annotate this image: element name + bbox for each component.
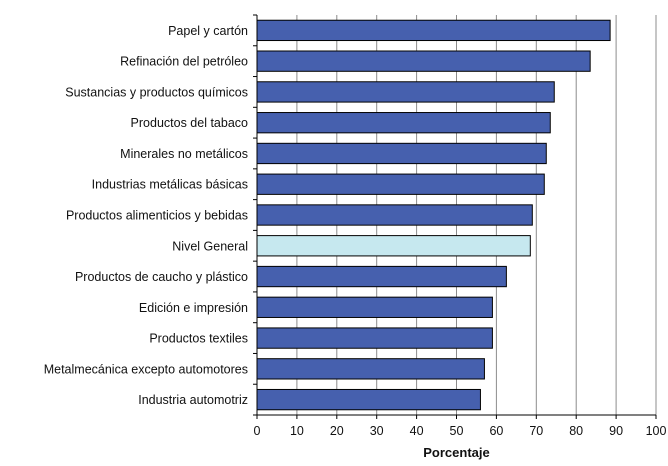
x-tick-label: 50: [450, 424, 464, 438]
x-tick-label: 30: [370, 424, 384, 438]
bar: [256, 173, 545, 195]
category-label: Productos alimenticios y bebidas: [66, 209, 248, 223]
x-tick-label: 0: [254, 424, 261, 438]
category-label: Metalmecánica excepto automotores: [44, 362, 248, 376]
bar: [256, 81, 555, 103]
x-tick-label: 60: [489, 424, 503, 438]
x-tick-label: 100: [646, 424, 667, 438]
bar: [256, 50, 591, 72]
bar: [256, 296, 493, 318]
bar: [256, 388, 481, 411]
category-label: Nivel General: [172, 239, 248, 253]
x-tick-label: 10: [290, 424, 304, 438]
bar-highlight: [256, 235, 531, 257]
x-tick-label: 80: [569, 424, 583, 438]
bars: [256, 19, 611, 411]
x-tick-label: 40: [410, 424, 424, 438]
category-label: Productos del tabaco: [131, 116, 248, 130]
bar: [256, 358, 485, 380]
category-label: Papel y cartón: [168, 24, 248, 38]
axes: [253, 14, 657, 419]
bar: [256, 112, 551, 134]
category-label: Productos textiles: [149, 332, 248, 346]
bar: [256, 19, 611, 42]
category-label: Industria automotriz: [138, 393, 248, 407]
category-label: Edición e impresión: [139, 301, 248, 315]
bar: [256, 265, 507, 288]
category-labels: Papel y cartón Refinación del petróleo Sus…: [44, 24, 248, 407]
category-label: Sustancias y productos químicos: [65, 85, 248, 99]
bar: [256, 142, 547, 165]
x-tick-label: 90: [609, 424, 623, 438]
category-label: Industrias metálicas básicas: [92, 178, 248, 192]
category-label: Minerales no metálicos: [120, 147, 248, 161]
bar: [256, 204, 533, 226]
x-tick-labels: 0 10 20 30 40 50 60 70 80 90 100: [254, 424, 667, 438]
category-label: Refinación del petróleo: [120, 55, 248, 69]
x-axis-title: Porcentaje: [423, 445, 489, 460]
bar: [256, 327, 493, 349]
x-tick-label: 20: [330, 424, 344, 438]
category-label: Productos de caucho y plástico: [75, 270, 248, 284]
x-tick-label: 70: [529, 424, 543, 438]
